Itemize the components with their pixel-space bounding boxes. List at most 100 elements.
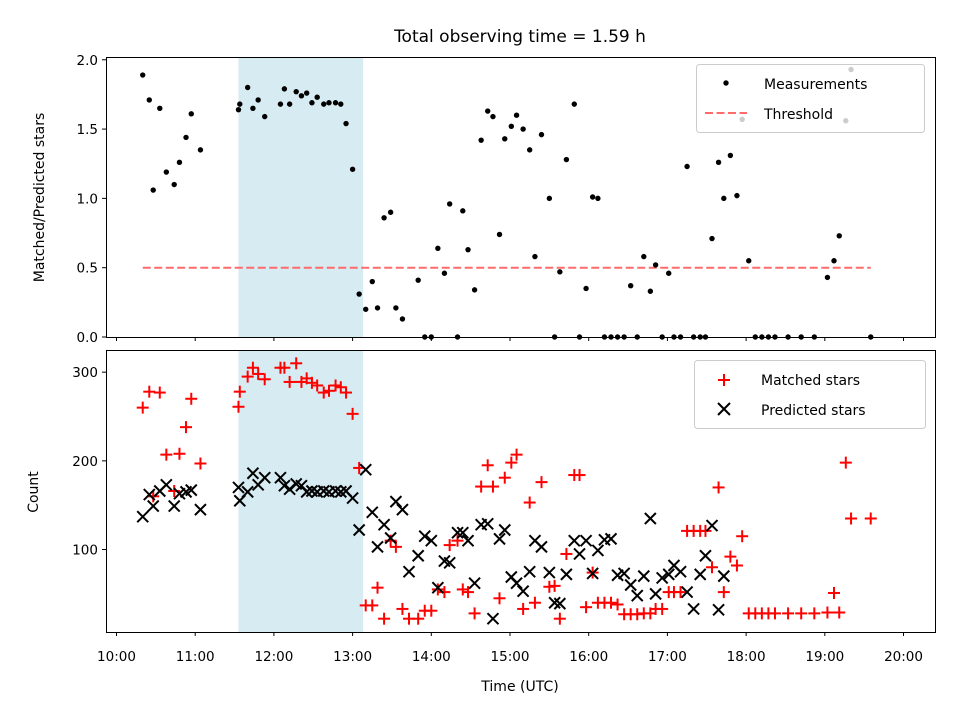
matched-star-point — [833, 606, 846, 619]
bottom-y-tick-label: 100 — [72, 543, 98, 559]
matched-star-point — [185, 392, 198, 405]
measurement-point — [471, 287, 478, 293]
matched-star-point — [505, 456, 518, 469]
matched-star-point — [334, 381, 347, 394]
predicted-star-point — [425, 534, 438, 547]
matched-star-point — [845, 512, 858, 525]
predicted-star-point — [278, 479, 291, 492]
matched-star-point — [706, 561, 719, 574]
measurement-point — [441, 270, 448, 276]
matched-star-point — [431, 583, 444, 596]
matched-star-point — [136, 401, 149, 414]
matched-star-point — [443, 539, 456, 552]
matched-star-point — [523, 496, 536, 509]
measurement-point — [369, 278, 375, 285]
predicted-star-point — [560, 568, 573, 581]
matched-star-point — [517, 602, 530, 615]
matched-star-point — [553, 612, 566, 625]
legend-predicted-marker — [717, 402, 731, 416]
matched-star-point — [573, 469, 586, 482]
predicted-star-point — [543, 566, 556, 579]
predicted-star-point — [523, 565, 536, 578]
matched-star-point — [305, 376, 318, 389]
measurement-point — [298, 93, 305, 99]
measurement-point — [831, 258, 837, 264]
measurement-point — [563, 156, 570, 163]
measurement-point — [538, 131, 545, 138]
bottom-panel: 100 200 300 10:00 11:00 12:00 13:00 14:00 15:00… — [26, 350, 936, 695]
measurement-point — [381, 215, 387, 221]
legend-measurements-marker — [723, 80, 729, 86]
predicted-star-point — [644, 512, 657, 525]
matched-star-point — [535, 476, 548, 489]
measurement-point — [684, 163, 690, 170]
matched-star-point — [468, 607, 481, 620]
matched-star-point — [456, 583, 469, 596]
bottom-legend-box — [694, 360, 926, 429]
measurement-point — [627, 283, 634, 289]
top-y-tick-label: 0.5 — [77, 261, 98, 277]
matched-star-point — [795, 607, 808, 620]
predicted-star-point — [631, 589, 644, 602]
predicted-star-point — [346, 491, 359, 505]
matched-star-point — [839, 456, 852, 469]
legend-matched-marker — [718, 374, 730, 386]
matched-star-point — [528, 596, 541, 609]
predicted-star-point — [185, 483, 198, 497]
predicted-star-point — [160, 478, 173, 491]
predicted-star-point — [411, 549, 425, 562]
predicted-star-point — [389, 495, 403, 508]
predicted-star-point — [136, 510, 149, 523]
matched-star-point — [560, 547, 573, 560]
matched-star-point — [378, 612, 391, 625]
predicted-star-point — [461, 534, 475, 547]
measurement-point — [255, 97, 261, 103]
measurement-point — [589, 194, 596, 200]
predicted-star-point — [418, 530, 431, 543]
matched-star-point — [475, 480, 488, 493]
predicted-star-point — [680, 585, 694, 599]
measurement-point — [356, 291, 362, 297]
measurement-point — [250, 105, 256, 111]
top-y-tick-label: 0.0 — [77, 330, 98, 346]
matched-star-point — [283, 375, 296, 388]
predicted-star-point — [493, 532, 506, 546]
matched-star-point — [724, 550, 737, 563]
measurement-point — [446, 201, 453, 207]
matched-star-point — [782, 607, 795, 620]
predicted-star-point — [384, 531, 397, 545]
legend-predicted-label: Predicted stars — [761, 403, 866, 419]
measurement-point — [332, 100, 339, 106]
measurement-point — [746, 258, 752, 264]
matched-star-point — [808, 607, 821, 620]
predicted-star-point — [366, 506, 379, 519]
predicted-star-point — [246, 467, 260, 480]
legend-threshold-label: Threshold — [763, 107, 833, 123]
matched-star-point — [768, 607, 781, 620]
matched-star-point — [233, 385, 246, 398]
predicted-star-point — [456, 526, 469, 539]
predicted-star-point — [579, 534, 593, 547]
measurement-point — [485, 108, 491, 114]
matched-star-point — [160, 448, 173, 461]
matched-star-point — [730, 559, 743, 572]
measurement-point — [150, 187, 156, 193]
measurement-point — [349, 166, 356, 172]
measurement-point — [277, 101, 284, 107]
predicted-star-point — [486, 612, 500, 625]
matched-star-point — [346, 407, 359, 420]
measurement-point — [244, 84, 251, 91]
matched-star-point — [510, 448, 523, 461]
measurement-point — [715, 159, 722, 166]
measurement-point — [374, 305, 381, 311]
predicted-star-point — [568, 534, 581, 547]
measurement-point — [513, 112, 520, 118]
predicted-star-point — [693, 568, 707, 581]
measurement-point — [557, 269, 563, 275]
measurement-point — [303, 90, 310, 96]
matched-star-point — [605, 596, 618, 609]
measurement-point — [343, 120, 349, 127]
matched-star-point — [153, 386, 166, 399]
measurement-point — [237, 101, 243, 107]
